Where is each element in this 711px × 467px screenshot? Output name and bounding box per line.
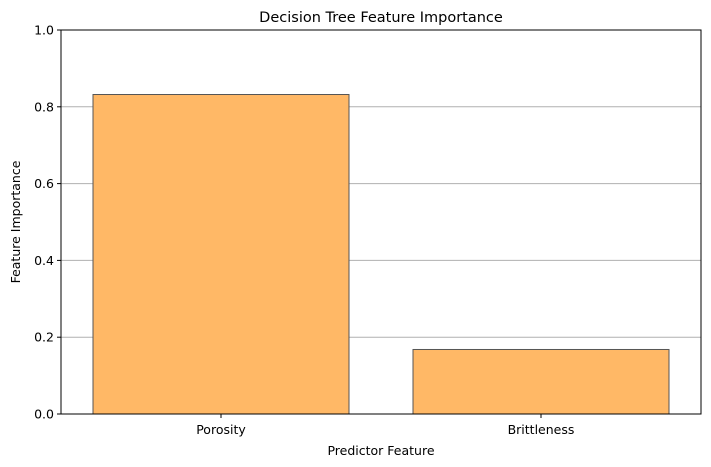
plot-area-frame bbox=[60, 29, 702, 415]
bar-brittleness bbox=[412, 348, 670, 415]
y-tick-label-5: 1.0 bbox=[34, 23, 54, 38]
x-axis-ticks: Porosity Brittleness bbox=[196, 414, 574, 437]
chart-title: Decision Tree Feature Importance bbox=[259, 10, 503, 26]
y-tick-label-2: 0.4 bbox=[34, 253, 54, 268]
y-tick-label-0: 0.0 bbox=[34, 407, 54, 422]
bars bbox=[92, 94, 670, 415]
x-axis-label: Predictor Feature bbox=[327, 443, 434, 458]
y-axis-label: Feature Importance bbox=[8, 160, 23, 283]
y-tick-label-1: 0.2 bbox=[34, 330, 54, 345]
y-axis-ticks: 0.0 0.2 0.4 0.6 0.8 1.0 bbox=[34, 23, 61, 422]
x-tick-label-1: Brittleness bbox=[508, 422, 575, 437]
bar-porosity bbox=[92, 94, 350, 415]
x-tick-label-0: Porosity bbox=[196, 422, 246, 437]
y-tick-label-3: 0.6 bbox=[34, 176, 54, 191]
y-tick-label-4: 0.8 bbox=[34, 99, 54, 114]
